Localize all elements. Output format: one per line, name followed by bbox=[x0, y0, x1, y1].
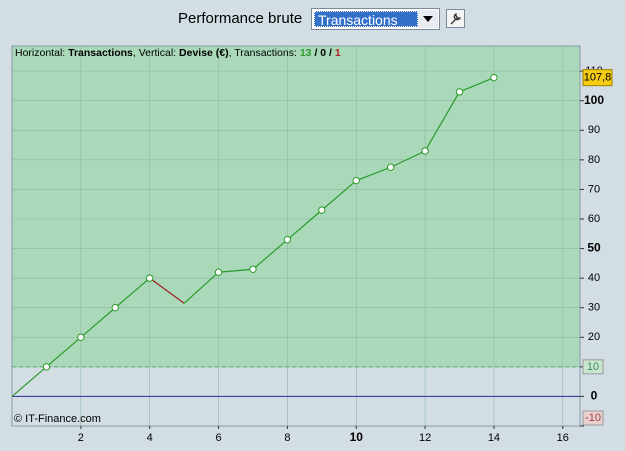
info-text: , Transactions: bbox=[228, 47, 297, 59]
equity-segment bbox=[114, 277, 151, 309]
equity-segment bbox=[183, 271, 219, 304]
trade-marker bbox=[214, 268, 223, 276]
y-tick-label: 10 bbox=[587, 361, 599, 373]
settings-button[interactable] bbox=[446, 9, 465, 28]
y-tick-label: 60 bbox=[588, 213, 600, 225]
x-tick-label: 16 bbox=[557, 432, 569, 444]
value-label: 107,8 bbox=[584, 72, 612, 84]
trade-marker bbox=[352, 176, 360, 185]
trade-marker bbox=[283, 235, 292, 244]
x-tick-label: 2 bbox=[78, 432, 84, 444]
profit-band bbox=[12, 46, 580, 367]
trade-marker bbox=[386, 163, 395, 171]
equity-segment bbox=[424, 91, 461, 152]
trade-marker bbox=[455, 88, 464, 96]
credit: © IT-Finance.com bbox=[14, 413, 101, 425]
trade-marker bbox=[318, 206, 326, 214]
x-tick-label: 14 bbox=[488, 432, 500, 444]
trade-marker bbox=[77, 333, 85, 341]
trade-marker bbox=[145, 274, 154, 282]
info-text: Transactions bbox=[68, 47, 133, 59]
y-tick-label: 90 bbox=[588, 124, 600, 136]
even-count: 0 bbox=[320, 47, 327, 59]
equity-segment bbox=[149, 277, 185, 304]
y-tick-label: 20 bbox=[588, 331, 600, 343]
equity-segment bbox=[459, 77, 495, 93]
win-count: 13 bbox=[299, 47, 312, 59]
y-tick-label: 80 bbox=[588, 154, 600, 166]
trade-marker bbox=[490, 73, 498, 82]
equity-segment bbox=[356, 166, 391, 182]
y-tick-box bbox=[582, 359, 604, 375]
y-tick-label: 0 bbox=[591, 389, 598, 403]
y-tick-label: 100 bbox=[584, 93, 604, 107]
trade-marker bbox=[421, 147, 429, 155]
trade-marker bbox=[111, 304, 119, 312]
y-tick-label: -10 bbox=[585, 412, 601, 424]
x-tick-label: 10 bbox=[350, 430, 364, 444]
info-text: , Vertical: bbox=[132, 47, 177, 59]
dropdown[interactable]: Transactions bbox=[311, 8, 440, 30]
y-tick-label: 30 bbox=[588, 302, 600, 314]
y-tick-label: 70 bbox=[588, 183, 600, 195]
toolbar-label: Performance brute bbox=[178, 10, 303, 27]
equity-segment bbox=[46, 336, 82, 368]
x-tick-label: 8 bbox=[284, 432, 290, 444]
dropdown-value: Transactions bbox=[314, 11, 418, 28]
info-text: Horizontal: bbox=[15, 47, 66, 59]
equity-segment bbox=[252, 239, 288, 270]
equity-segment bbox=[80, 307, 116, 338]
trade-marker bbox=[249, 265, 257, 273]
equity-segment bbox=[321, 180, 357, 211]
x-tick-label: 4 bbox=[147, 432, 153, 444]
x-tick-label: 6 bbox=[215, 432, 221, 444]
x-tick-label: 12 bbox=[419, 432, 431, 444]
y-tick-label: 50 bbox=[587, 241, 601, 255]
equity-segment bbox=[11, 366, 47, 397]
loss-count: 1 bbox=[334, 47, 341, 59]
equity-segment bbox=[390, 150, 426, 168]
toolbar: Performance brute Transactions bbox=[0, 6, 625, 32]
y-tick-box bbox=[582, 410, 604, 426]
chart-info: Horizontal: Transactions, Vertical: Devi… bbox=[15, 47, 341, 59]
value-label-box bbox=[582, 69, 613, 87]
plot-frame bbox=[11, 45, 581, 427]
info-text: / bbox=[314, 47, 318, 59]
equity-segment bbox=[218, 268, 254, 273]
equity-segment bbox=[287, 209, 323, 241]
trade-marker bbox=[42, 363, 51, 371]
info-text: / bbox=[329, 47, 332, 59]
dropdown-arrow[interactable] bbox=[418, 10, 438, 28]
y-tick-label: 40 bbox=[588, 272, 600, 284]
info-text: Devise (€) bbox=[179, 47, 229, 59]
